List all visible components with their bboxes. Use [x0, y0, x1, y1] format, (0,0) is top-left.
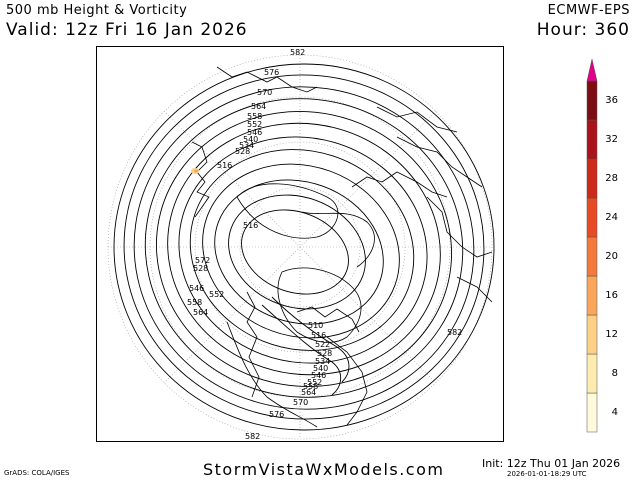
contour-label: 570	[257, 88, 272, 97]
chart-title: 500 mb Height & Vorticity	[6, 3, 188, 18]
grads-credit: GrADS: COLA/IGES	[4, 469, 70, 477]
colorbar-segment	[586, 197, 598, 238]
contour-label: 576	[269, 410, 284, 419]
contour-label: 570	[293, 398, 308, 407]
vorticity-colorbar: 4 8 12 16 20 24 28 32 36	[586, 58, 618, 433]
colorbar-tick: 16	[605, 290, 618, 301]
colorbar-segment	[586, 353, 598, 394]
colorbar-tick: 28	[605, 173, 618, 184]
colorbar-tick: 4	[612, 407, 618, 418]
contour-label: 516	[217, 161, 232, 170]
generated-timestamp: 2026-01-01-18:29 UTC	[507, 470, 587, 478]
contour-label: 528	[193, 264, 208, 273]
graticule	[107, 54, 493, 440]
contour-label: 540	[313, 364, 328, 373]
colorbar-tick-labels: 4 8 12 16 20 24 28 32 36	[605, 95, 618, 418]
colorbar-tick: 12	[605, 329, 618, 340]
valid-time: Valid: 12z Fri 16 Jan 2026	[6, 20, 248, 40]
site-name: StormVistaWxModels.com	[203, 460, 445, 479]
contour-label: 552	[247, 120, 262, 129]
contour-label: 572	[195, 256, 210, 265]
colorbar-segment	[586, 314, 598, 355]
colorbar-tick: 32	[605, 134, 618, 145]
colorbar-segments	[586, 58, 598, 433]
colorbar-segment	[586, 275, 598, 316]
contour-label: 546	[189, 284, 204, 293]
contour-label: 522	[315, 340, 330, 349]
map-frame: 582 576 570 564 558 552 546 540 534 528 …	[96, 46, 504, 442]
colorbar-max-arrow	[586, 58, 598, 82]
contour-label: 534	[239, 141, 254, 150]
contour-label: 516	[243, 221, 258, 230]
contour-label: 516	[311, 331, 326, 340]
contour-label: 582	[290, 48, 305, 57]
contour-label: 540	[243, 135, 258, 144]
contour-label: 558	[303, 382, 318, 391]
contour-label: 546	[311, 371, 326, 380]
contour-label: 510	[308, 321, 323, 330]
contour-label: 564	[301, 388, 316, 397]
init-time: Init: 12z Thu 01 Jan 2026	[482, 457, 621, 470]
contour-label: 558	[247, 112, 262, 121]
colorbar-segment	[586, 80, 598, 121]
colorbar-segment	[586, 236, 598, 277]
contour-label: 558	[187, 298, 202, 307]
vorticity-shading	[191, 168, 199, 174]
forecast-hour: Hour: 360	[536, 20, 630, 40]
colorbar-tick: 24	[605, 212, 618, 223]
colorbar-tick: 8	[612, 368, 618, 379]
colorbar-segment	[586, 119, 598, 160]
contour-label: 582	[447, 328, 462, 337]
contour-label: 582	[245, 432, 260, 441]
contour-label: 528	[317, 349, 332, 358]
colorbar-segment	[586, 158, 598, 199]
height-contours	[113, 63, 495, 431]
colorbar-tick: 36	[605, 95, 618, 106]
contour-label: 546	[247, 128, 262, 137]
coastlines	[191, 66, 493, 428]
contour-label: 534	[315, 357, 330, 366]
colorbar-tick: 20	[605, 251, 618, 262]
contour-label: 552	[209, 290, 224, 299]
contour-label: 576	[264, 68, 279, 77]
contour-label: 564	[251, 102, 266, 111]
model-name: ECMWF-EPS	[547, 3, 630, 18]
contour-labels: 582 576 570 564 558 552 546 540 534 528 …	[187, 48, 462, 441]
contour-label: 528	[235, 147, 250, 156]
polar-map: 582 576 570 564 558 552 546 540 534 528 …	[107, 48, 495, 441]
contour-label: 564	[193, 308, 208, 317]
colorbar-segment	[586, 392, 598, 433]
contour-label: 552	[307, 378, 322, 387]
